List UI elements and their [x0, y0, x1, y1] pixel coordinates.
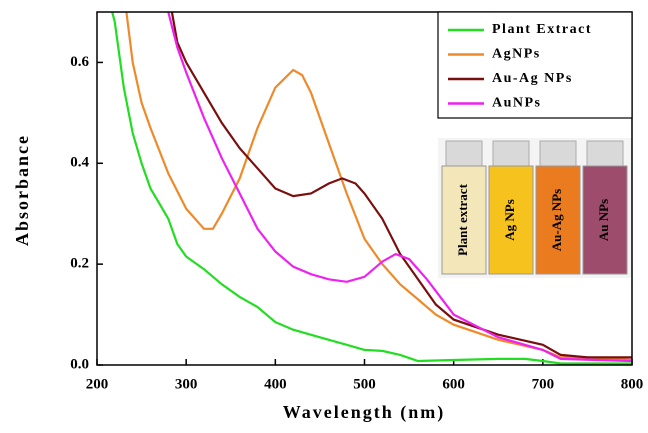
x-tick-label: 600 [442, 376, 465, 392]
legend-label: Plant Extract [492, 22, 592, 37]
vial [441, 165, 487, 275]
y-axis-title: Absorbance [12, 134, 32, 246]
vial-label: Au-Ag NPs [549, 189, 564, 251]
y-tick-label: 0.0 [70, 356, 89, 372]
x-tick-label: 700 [532, 376, 555, 392]
x-tick-label: 200 [86, 376, 109, 392]
data-line [111, 12, 632, 365]
data-line [167, 12, 632, 363]
vial [582, 165, 628, 275]
vial-cap [445, 140, 483, 168]
vial-label: Plant extract [455, 183, 470, 256]
x-tick-label: 400 [264, 376, 287, 392]
y-tick-label: 0.2 [70, 256, 89, 272]
vial-cap [539, 140, 577, 168]
vial-cap [492, 140, 530, 168]
x-tick-label: 500 [353, 376, 376, 392]
x-axis-title: Wavelength (nm) [283, 402, 446, 423]
y-tick-label: 0.6 [70, 54, 89, 70]
x-tick-label: 300 [175, 376, 198, 392]
data-line [125, 12, 632, 362]
inset: Plant extract Ag NPs Au-Ag NPs Au NPs [438, 138, 632, 278]
plot-frame [96, 11, 633, 366]
data-line [170, 12, 632, 359]
x-tick-label: 800 [621, 376, 644, 392]
vial-label: Au NPs [596, 199, 611, 241]
vial [488, 165, 534, 275]
vial-label: Ag NPs [502, 199, 517, 241]
vial-cap [586, 140, 624, 168]
legend-label: AgNPs [492, 47, 541, 62]
y-tick-label: 0.4 [70, 155, 89, 171]
vial [535, 165, 581, 275]
legend-label: Au-Ag NPs [492, 71, 573, 86]
legend-label: AuNPs [492, 96, 542, 111]
